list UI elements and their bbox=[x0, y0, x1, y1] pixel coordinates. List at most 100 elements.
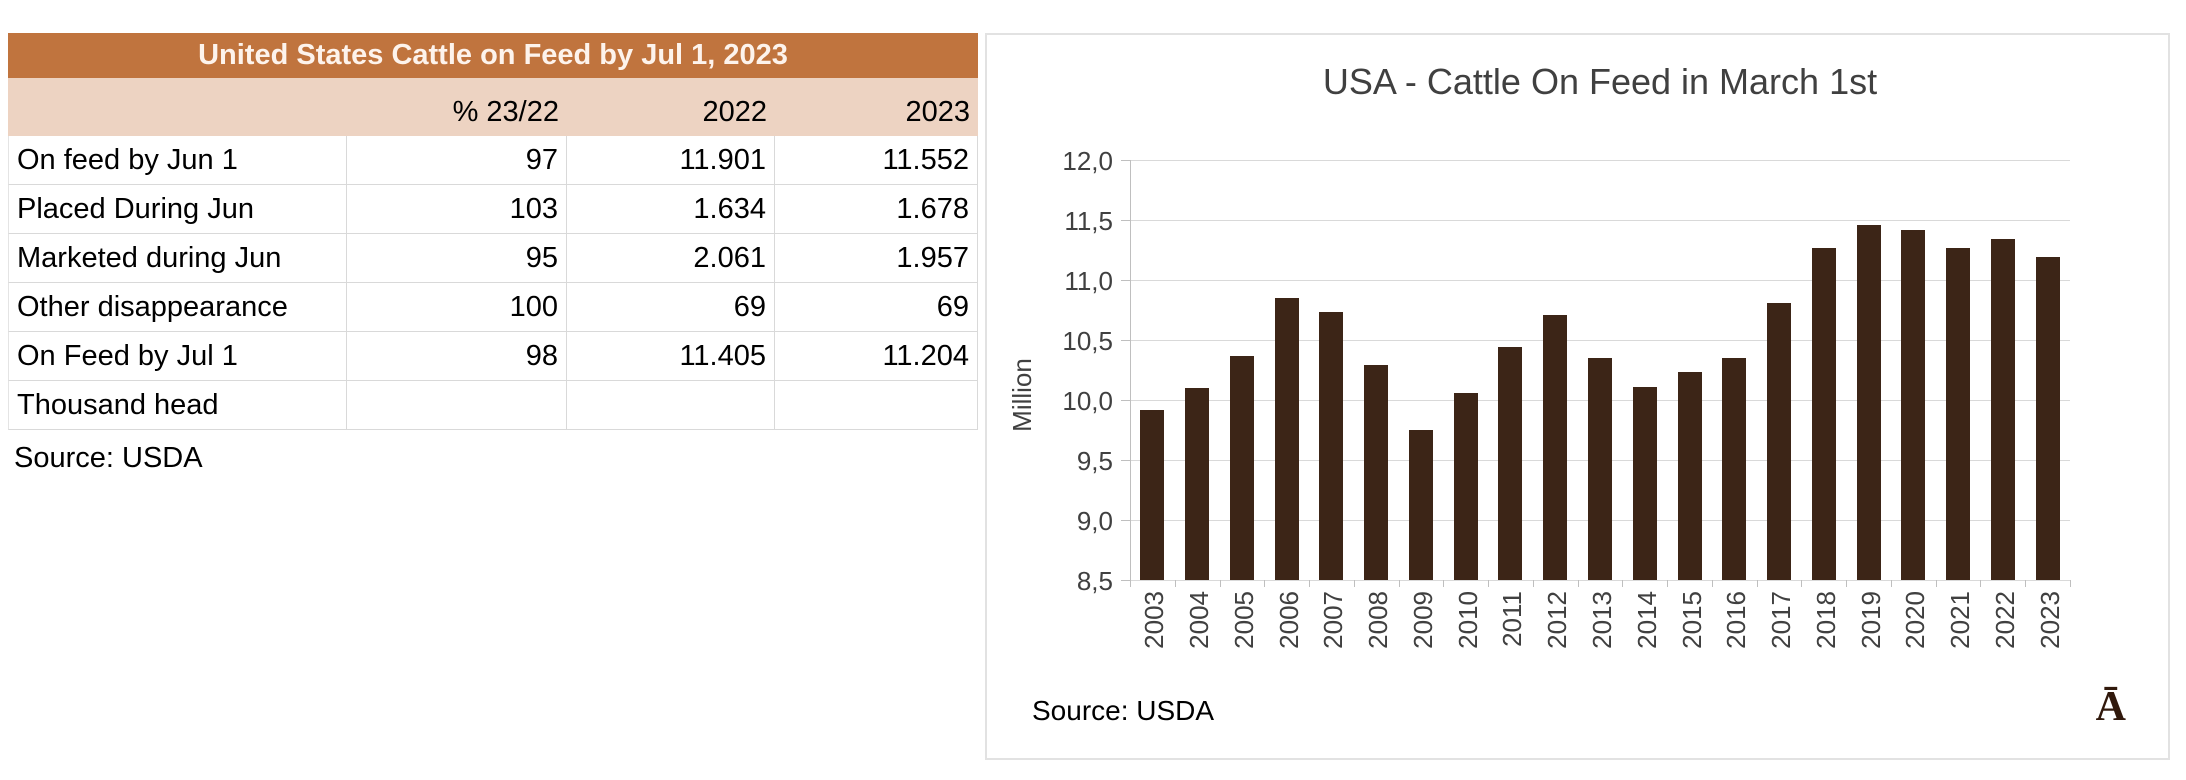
x-axis-tick bbox=[1130, 580, 1131, 587]
table-title: United States Cattle on Feed by Jul 1, 2… bbox=[8, 33, 978, 78]
x-axis-tick-label: 2008 bbox=[1363, 591, 1394, 649]
row-value-cell: 69 bbox=[775, 283, 978, 332]
bar-2021 bbox=[1946, 247, 1971, 580]
y-axis-tick bbox=[1121, 280, 1130, 281]
y-axis-tick-label: 9,5 bbox=[1076, 446, 1113, 476]
x-axis-tick-label: 2015 bbox=[1676, 591, 1707, 649]
table-row: Marketed during Jun 95 2.061 1.957 bbox=[8, 234, 978, 283]
table-header-row: % 23/22 2022 2023 bbox=[8, 78, 978, 136]
y-axis-tick bbox=[1121, 460, 1130, 461]
bar-2003 bbox=[1140, 409, 1165, 580]
header-cell-pct: % 23/22 bbox=[452, 96, 559, 128]
x-axis-tick bbox=[1398, 580, 1400, 587]
x-axis-tick bbox=[1353, 580, 1355, 587]
row-value-cell: 11.901 bbox=[567, 136, 775, 185]
bar-2020 bbox=[1901, 229, 1926, 580]
table-row: Thousand head bbox=[8, 381, 978, 430]
row-value-cell: 100 bbox=[347, 283, 567, 332]
row-value-cell bbox=[775, 381, 978, 430]
bar-2004 bbox=[1185, 388, 1210, 580]
x-axis-tick-label: 2020 bbox=[1900, 591, 1931, 649]
chart-title: USA - Cattle On Feed in March 1st bbox=[1322, 61, 1878, 102]
x-axis-tick bbox=[1264, 580, 1266, 587]
row-value-cell bbox=[347, 381, 567, 430]
bar-2014 bbox=[1632, 386, 1657, 580]
bar-2023 bbox=[2035, 257, 2060, 580]
chart-source-note: Source: USDA bbox=[1032, 695, 1215, 726]
row-value-cell: 95 bbox=[347, 234, 567, 283]
x-axis-tick bbox=[1577, 580, 1579, 587]
x-axis-tick-label: 2013 bbox=[1587, 591, 1617, 649]
x-axis-tick bbox=[1443, 580, 1445, 587]
cattle-on-feed-chart: USA - Cattle On Feed in March 1st Millio… bbox=[985, 33, 2170, 760]
x-axis-tick bbox=[1801, 580, 1803, 587]
x-axis-tick bbox=[1622, 580, 1624, 587]
x-axis-tick bbox=[1980, 580, 1982, 587]
x-axis-tick-label: 2006 bbox=[1273, 591, 1304, 649]
row-value-cell: 1.678 bbox=[775, 185, 978, 234]
x-axis-tick-label: 2021 bbox=[1945, 591, 1976, 649]
x-axis-tick-label: 2003 bbox=[1139, 591, 1170, 649]
bar-2008 bbox=[1364, 365, 1389, 580]
y-axis-tick bbox=[1121, 400, 1130, 401]
y-axis-tick bbox=[1121, 520, 1130, 521]
row-value-cell: 1.634 bbox=[567, 185, 775, 234]
row-value-cell: 2.061 bbox=[567, 234, 775, 283]
y-axis-tick bbox=[1121, 160, 1130, 161]
bar-2006 bbox=[1274, 298, 1299, 580]
row-label-cell: On Feed by Jul 1 bbox=[8, 332, 347, 381]
bar-2012 bbox=[1543, 314, 1568, 580]
cattle-on-feed-table: United States Cattle on Feed by Jul 1, 2… bbox=[8, 33, 978, 475]
x-axis-tick bbox=[1711, 580, 1713, 587]
x-axis-tick-label: 2009 bbox=[1407, 591, 1438, 649]
x-axis-tick-label: 2010 bbox=[1452, 591, 1483, 649]
x-axis-tick-label: 2019 bbox=[1855, 591, 1886, 649]
gridline bbox=[1130, 220, 2070, 221]
x-axis-tick bbox=[2025, 580, 2027, 587]
y-axis-tick-label: 11,0 bbox=[1064, 266, 1113, 296]
x-axis-tick bbox=[1756, 580, 1758, 587]
table-row: Placed During Jun 103 1.634 1.678 bbox=[8, 185, 978, 234]
row-value-cell: 1.957 bbox=[775, 234, 978, 283]
table-body: On feed by Jun 1 97 11.901 11.552 Placed Dur… bbox=[8, 136, 978, 430]
x-axis-tick bbox=[1890, 580, 1892, 587]
x-axis-tick-label: 2005 bbox=[1228, 591, 1259, 649]
header-cell-2023: 2023 bbox=[905, 96, 970, 128]
bar-2018 bbox=[1811, 247, 1836, 580]
x-axis-tick bbox=[1935, 580, 1937, 587]
y-axis-line bbox=[1130, 160, 1131, 586]
y-axis-tick bbox=[1121, 340, 1130, 341]
bar-2015 bbox=[1677, 372, 1702, 580]
header-cell-2022: 2022 bbox=[702, 96, 767, 128]
bar-2011 bbox=[1498, 347, 1523, 580]
y-axis-tick-label: 8,5 bbox=[1076, 566, 1113, 596]
x-axis-tick-label: 2016 bbox=[1721, 591, 1752, 649]
x-axis-tick-label: 2014 bbox=[1631, 591, 1662, 649]
x-axis-tick-label: 2004 bbox=[1184, 591, 1215, 649]
header-cell-blank bbox=[8, 129, 347, 136]
row-value-cell: 103 bbox=[347, 185, 567, 234]
x-axis-tick-label: 2018 bbox=[1810, 591, 1841, 649]
x-axis-tick-label: 2012 bbox=[1542, 591, 1573, 649]
row-value-cell bbox=[567, 381, 775, 430]
x-axis-tick bbox=[1846, 580, 1848, 587]
plot-area: Million 8,5 9,0 9,5 10,0 10,5 11,0 11,5 12,0 200… bbox=[1007, 146, 2071, 649]
bar-2010 bbox=[1453, 392, 1478, 580]
row-value-cell: 98 bbox=[347, 332, 567, 381]
x-axis-tick-label: 2017 bbox=[1766, 591, 1797, 649]
x-axis-tick bbox=[1309, 580, 1311, 587]
x-axis-tick-label: 2011 bbox=[1497, 591, 1528, 647]
x-axis-tick bbox=[2070, 580, 2071, 587]
row-label-cell: Other disappearance bbox=[8, 283, 347, 332]
row-label-cell: Thousand head bbox=[8, 381, 347, 430]
row-label-cell: On feed by Jun 1 bbox=[8, 136, 347, 185]
y-axis-tick-label: 12,0 bbox=[1062, 146, 1113, 176]
row-value-cell: 11.552 bbox=[775, 136, 978, 185]
y-axis-tick-label: 10,5 bbox=[1062, 326, 1113, 356]
x-axis-tick bbox=[1488, 580, 1490, 587]
corner-glyph: Ā bbox=[2095, 684, 2126, 730]
y-axis-tick bbox=[1121, 220, 1130, 221]
row-value-cell: 11.405 bbox=[567, 332, 775, 381]
row-label-cell: Placed During Jun bbox=[8, 185, 347, 234]
bar-2019 bbox=[1856, 224, 1881, 580]
